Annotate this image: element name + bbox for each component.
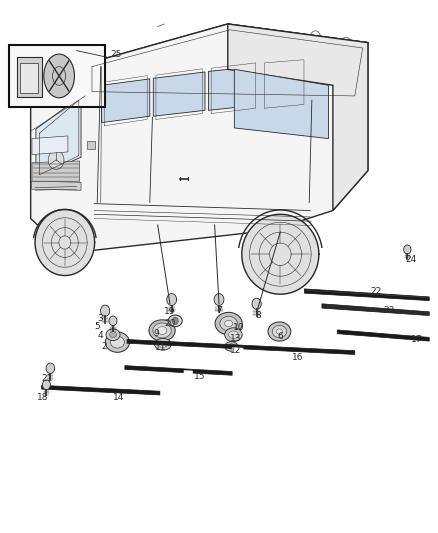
Text: 17: 17 (411, 335, 423, 344)
Text: 19: 19 (164, 307, 176, 316)
Ellipse shape (155, 338, 171, 350)
Polygon shape (234, 69, 328, 139)
Text: 13: 13 (230, 334, 241, 343)
Ellipse shape (106, 329, 120, 341)
Text: 2: 2 (102, 342, 107, 351)
Circle shape (46, 363, 55, 374)
Ellipse shape (228, 344, 235, 349)
Text: 16: 16 (292, 353, 304, 361)
Circle shape (252, 298, 261, 309)
Bar (17, 57, 42, 97)
Text: 21: 21 (42, 374, 53, 383)
Ellipse shape (110, 332, 117, 338)
Ellipse shape (276, 329, 283, 334)
Polygon shape (242, 214, 319, 294)
Text: 20: 20 (164, 319, 176, 328)
Polygon shape (232, 348, 243, 352)
Text: 25: 25 (110, 50, 122, 59)
Polygon shape (125, 366, 232, 375)
Text: 8: 8 (255, 311, 261, 320)
Ellipse shape (225, 320, 233, 327)
Polygon shape (262, 63, 307, 105)
Text: 12: 12 (230, 346, 241, 354)
Ellipse shape (225, 328, 242, 342)
Circle shape (48, 150, 64, 169)
Polygon shape (36, 96, 81, 177)
Ellipse shape (110, 336, 124, 348)
Ellipse shape (225, 342, 238, 351)
Circle shape (172, 317, 178, 325)
Text: 22: 22 (370, 287, 381, 296)
Ellipse shape (268, 322, 291, 341)
Circle shape (404, 245, 411, 254)
Text: 3: 3 (97, 314, 103, 322)
Ellipse shape (44, 54, 74, 98)
Ellipse shape (229, 331, 238, 338)
Polygon shape (31, 24, 368, 251)
Ellipse shape (272, 325, 286, 338)
Text: 7: 7 (216, 306, 222, 314)
Circle shape (100, 305, 110, 316)
Polygon shape (32, 181, 81, 190)
Polygon shape (153, 72, 205, 116)
Polygon shape (337, 330, 429, 341)
Polygon shape (228, 24, 368, 211)
Polygon shape (85, 24, 368, 101)
Polygon shape (184, 370, 193, 374)
Circle shape (42, 380, 50, 390)
Text: 10: 10 (233, 324, 244, 332)
Circle shape (167, 294, 177, 305)
Text: 15: 15 (194, 372, 205, 381)
Text: 18: 18 (37, 393, 49, 401)
Ellipse shape (157, 326, 167, 335)
Circle shape (109, 316, 117, 326)
Ellipse shape (168, 315, 182, 327)
Text: 9: 9 (153, 329, 159, 337)
Ellipse shape (159, 341, 167, 348)
Polygon shape (35, 209, 95, 276)
Ellipse shape (105, 332, 130, 352)
Circle shape (214, 294, 224, 305)
Text: 24: 24 (405, 255, 417, 264)
Text: 23: 23 (383, 306, 395, 314)
Polygon shape (42, 385, 160, 395)
Polygon shape (127, 340, 355, 354)
Polygon shape (102, 79, 150, 123)
Polygon shape (322, 304, 429, 316)
Polygon shape (32, 161, 80, 181)
Ellipse shape (220, 316, 237, 330)
Text: 4: 4 (98, 332, 103, 340)
Bar (9, 45, 105, 107)
Bar (20, 63, 38, 93)
Text: 6: 6 (277, 333, 283, 341)
Polygon shape (32, 136, 68, 155)
Ellipse shape (215, 312, 242, 335)
Ellipse shape (153, 323, 171, 338)
Text: 5: 5 (94, 322, 100, 330)
Text: 11: 11 (155, 343, 167, 352)
Ellipse shape (149, 320, 175, 341)
Polygon shape (87, 141, 95, 149)
Text: 14: 14 (113, 393, 124, 401)
Polygon shape (208, 66, 258, 110)
Polygon shape (31, 64, 85, 184)
Polygon shape (304, 289, 429, 301)
